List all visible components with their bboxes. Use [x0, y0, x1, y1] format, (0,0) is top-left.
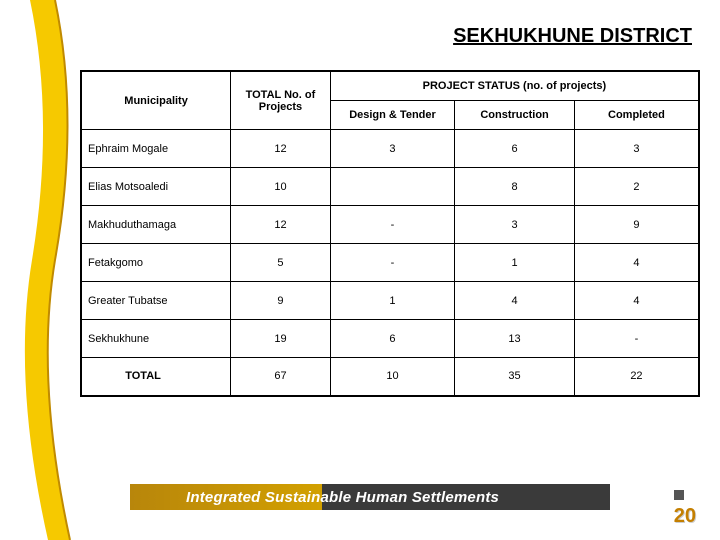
decorative-square: [674, 490, 684, 500]
table-row: Sekhukhune 19 6 13 -: [81, 320, 699, 358]
cell-total: 9: [231, 282, 331, 320]
cell-design: -: [330, 244, 454, 282]
cell-construction: 3: [455, 206, 575, 244]
cell-completed: 22: [574, 358, 699, 396]
cell-completed: 4: [574, 282, 699, 320]
col-completed: Completed: [574, 101, 699, 130]
cell-construction: 4: [455, 282, 575, 320]
cell-construction: 1: [455, 244, 575, 282]
table-row: Ephraim Mogale 12 3 6 3: [81, 130, 699, 168]
cell-completed: 3: [574, 130, 699, 168]
cell-name: Sekhukhune: [81, 320, 231, 358]
table-row: Makhuduthamaga 12 - 3 9: [81, 206, 699, 244]
cell-name: Ephraim Mogale: [81, 130, 231, 168]
cell-total: 5: [231, 244, 331, 282]
cell-design: 1: [330, 282, 454, 320]
cell-total-label: TOTAL: [81, 358, 231, 396]
cell-completed: 2: [574, 168, 699, 206]
cell-design: [330, 168, 454, 206]
table-row: Greater Tubatse 9 1 4 4: [81, 282, 699, 320]
cell-design: 3: [330, 130, 454, 168]
cell-design: 10: [330, 358, 454, 396]
cell-design: -: [330, 206, 454, 244]
cell-total: 10: [231, 168, 331, 206]
cell-name: Greater Tubatse: [81, 282, 231, 320]
projects-table-container: Municipality TOTAL No. of Projects PROJE…: [80, 70, 700, 397]
cell-completed: 9: [574, 206, 699, 244]
cell-name: Elias Motsoaledi: [81, 168, 231, 206]
table-row: Elias Motsoaledi 10 8 2: [81, 168, 699, 206]
cell-completed: -: [574, 320, 699, 358]
cell-construction: 6: [455, 130, 575, 168]
cell-construction: 35: [455, 358, 575, 396]
cell-total: 12: [231, 130, 331, 168]
cell-name: Makhuduthamaga: [81, 206, 231, 244]
background-accent: [0, 0, 90, 540]
table-row-total: TOTAL 67 10 35 22: [81, 358, 699, 396]
col-municipality: Municipality: [81, 71, 231, 130]
cell-total: 12: [231, 206, 331, 244]
page-number: 20: [674, 505, 696, 528]
page-title: SEKHUKHUNE DISTRICT: [453, 25, 692, 48]
cell-construction: 13: [455, 320, 575, 358]
table-row: Fetakgomo 5 - 1 4: [81, 244, 699, 282]
footer-banner: Integrated Sustainable Human Settlements: [130, 484, 610, 510]
cell-name: Fetakgomo: [81, 244, 231, 282]
col-status-group: PROJECT STATUS (no. of projects): [330, 71, 699, 101]
cell-completed: 4: [574, 244, 699, 282]
cell-construction: 8: [455, 168, 575, 206]
footer-banner-text: Integrated Sustainable Human Settlements: [130, 489, 499, 506]
col-construction: Construction: [455, 101, 575, 130]
cell-design: 6: [330, 320, 454, 358]
col-total: TOTAL No. of Projects: [231, 71, 331, 130]
cell-total: 19: [231, 320, 331, 358]
col-design: Design & Tender: [330, 101, 454, 130]
projects-table: Municipality TOTAL No. of Projects PROJE…: [80, 70, 700, 397]
cell-total: 67: [231, 358, 331, 396]
